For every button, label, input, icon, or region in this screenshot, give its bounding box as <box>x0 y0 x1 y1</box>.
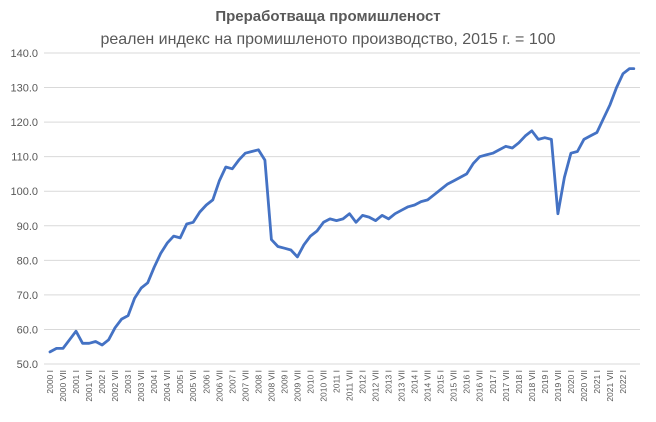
x-tick-label: 2017 I <box>488 370 498 394</box>
x-tick-label: 2000 VII <box>58 370 68 402</box>
x-tick-label: 2019 VII <box>553 370 563 402</box>
y-tick-label: 120.0 <box>10 117 38 129</box>
x-tick-label: 2003 VII <box>136 370 146 402</box>
x-tick-label: 2001 VII <box>84 370 94 402</box>
x-tick-label: 2013 VII <box>397 370 407 402</box>
x-tick-label: 2015 VII <box>449 370 459 402</box>
x-tick-label: 2013 I <box>384 370 394 394</box>
x-tick-label: 2020 I <box>566 370 576 394</box>
x-tick-label: 2011 I <box>331 370 341 393</box>
x-tick-label: 2003 I <box>123 370 133 394</box>
x-tick-label: 2014 I <box>410 370 420 394</box>
y-tick-label: 70.0 <box>17 290 38 302</box>
y-tick-label: 110.0 <box>11 152 38 164</box>
x-tick-label: 2004 VII <box>162 370 172 402</box>
x-tick-label: 2020 VII <box>579 370 589 402</box>
x-tick-label: 2010 VII <box>318 370 328 402</box>
x-tick-label: 2006 VII <box>214 370 224 402</box>
series-line <box>48 67 636 354</box>
y-tick-label: 60.0 <box>17 324 38 336</box>
x-tick-label: 2005 VII <box>188 370 198 402</box>
x-tick-label: 2014 VII <box>423 370 433 402</box>
y-tick-label: 140.0 <box>10 48 38 60</box>
y-tick-label: 50.0 <box>17 359 38 371</box>
chart-title: Преработваща промишленост <box>215 8 441 25</box>
x-tick-label: 2006 I <box>201 370 211 394</box>
y-tick-label: 90.0 <box>17 221 38 233</box>
y-tick-label: 80.0 <box>17 255 38 267</box>
x-tick-label: 2016 I <box>462 370 472 394</box>
x-tick-label: 2002 I <box>97 370 107 394</box>
x-tick-label: 2000 I <box>45 370 55 394</box>
x-tick-label: 2017 VII <box>501 370 511 402</box>
x-tick-label: 2021 VII <box>605 370 615 402</box>
x-tick-label: 2016 VII <box>475 370 485 402</box>
x-tick-label: 2018 I <box>514 370 524 394</box>
chart-subtitle: реален индекс на промишленото производст… <box>100 31 556 48</box>
x-tick-label: 2021 I <box>592 370 602 394</box>
y-tick-label: 130.0 <box>10 83 38 95</box>
x-tick-label: 2022 I <box>618 370 628 394</box>
x-tick-label: 2002 VII <box>110 370 120 402</box>
x-tick-label: 2011 VII <box>345 370 355 401</box>
x-tick-label: 2019 I <box>540 370 550 394</box>
x-tick-label: 2012 VII <box>371 370 381 402</box>
x-tick-label: 2009 VII <box>292 370 302 402</box>
y-tick-label: 100.0 <box>10 186 38 198</box>
x-tick-label: 2004 I <box>149 370 159 394</box>
x-tick-label: 2009 I <box>279 370 289 394</box>
x-tick-label: 2008 I <box>253 370 263 394</box>
x-tick-label: 2005 I <box>175 370 185 394</box>
x-tick-label: 2001 I <box>71 370 81 394</box>
x-tick-label: 2007 I <box>227 370 237 394</box>
x-tick-label: 2018 VII <box>527 370 537 402</box>
x-tick-label: 2008 VII <box>266 370 276 402</box>
x-tick-label: 2010 I <box>305 370 315 394</box>
x-tick-label: 2015 I <box>436 370 446 394</box>
x-tick-label: 2007 VII <box>240 370 250 402</box>
x-tick-label: 2012 I <box>358 370 368 394</box>
